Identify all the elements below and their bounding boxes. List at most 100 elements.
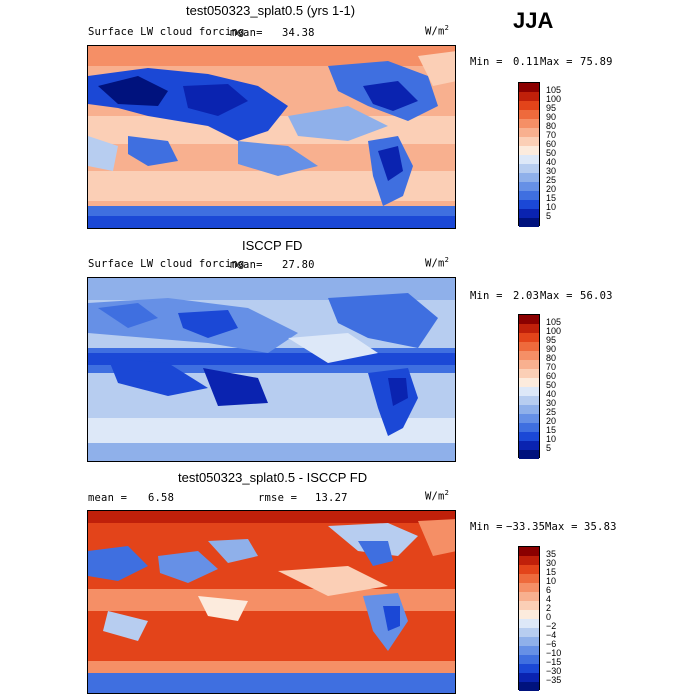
colorbar-segment <box>519 92 539 101</box>
colorbar-segment <box>519 405 539 414</box>
panel2-mean-value: 27.80 <box>282 259 315 271</box>
colorbar-segment <box>519 378 539 387</box>
colorbar-tick-label: 0 <box>546 612 552 622</box>
panel1-mean-label: mean= <box>230 27 263 39</box>
panel1-units: W/m2 <box>425 24 449 38</box>
colorbar-tick-label: 10 <box>546 434 557 444</box>
panel1-colorbar <box>518 82 540 227</box>
colorbar-segment <box>519 342 539 351</box>
colorbar-tick-label: 80 <box>546 353 557 363</box>
panel3-map <box>87 510 456 694</box>
colorbar-tick-label: 50 <box>546 148 557 158</box>
panel2-title: ISCCP FD <box>242 238 303 253</box>
panel3-colorbar-labels: 35 30 15 10 6 4 2 0 −2 −4 −6 −10 −15 −30 −35 <box>546 546 576 690</box>
panel3-rmse-value: 13.27 <box>315 492 348 504</box>
colorbar-tick-label: 15 <box>546 193 557 203</box>
panel2-min-label: Min = <box>470 290 503 302</box>
colorbar-segment <box>519 637 539 646</box>
colorbar-segment <box>519 628 539 637</box>
panel1-mean-value: 34.38 <box>282 27 315 39</box>
colorbar-tick-label: 95 <box>546 335 557 345</box>
colorbar-tick-label: 40 <box>546 389 557 399</box>
panel3-colorbar <box>518 546 540 691</box>
colorbar-tick-label: 2 <box>546 603 552 613</box>
colorbar-segment <box>519 396 539 405</box>
panel1-min-value: 0.11 <box>513 56 540 68</box>
colorbar-segment <box>519 423 539 432</box>
panel1-max-value: 75.89 <box>580 56 613 68</box>
panel3-rmse-label: rmse = <box>258 492 298 504</box>
colorbar-segment <box>519 101 539 110</box>
colorbar-tick-label: 30 <box>546 558 557 568</box>
colorbar-segment <box>519 182 539 191</box>
colorbar-segment <box>519 119 539 128</box>
colorbar-segment <box>519 83 539 92</box>
colorbar-tick-label: 40 <box>546 157 557 167</box>
colorbar-segment <box>519 574 539 583</box>
panel3-mean-value: 6.58 <box>148 492 175 504</box>
panel2-mean-label: mean= <box>230 259 263 271</box>
colorbar-segment <box>519 646 539 655</box>
colorbar-tick-label: 80 <box>546 121 557 131</box>
colorbar-tick-label: 30 <box>546 166 557 176</box>
panel2-max-label: Max = <box>540 290 573 302</box>
panel3-mean-label: mean = <box>88 492 128 504</box>
colorbar-segment <box>519 137 539 146</box>
colorbar-tick-label: 105 <box>546 317 562 327</box>
colorbar-tick-label: 35 <box>546 549 557 559</box>
colorbar-tick-label: 4 <box>546 594 552 604</box>
colorbar-tick-label: −4 <box>546 630 557 640</box>
colorbar-segment <box>519 128 539 137</box>
colorbar-tick-label: −2 <box>546 621 557 631</box>
colorbar-tick-label: 60 <box>546 371 557 381</box>
colorbar-segment <box>519 655 539 664</box>
panel2-colorbar <box>518 314 540 459</box>
colorbar-segment <box>519 218 539 227</box>
panel2-min-value: 2.03 <box>513 290 540 302</box>
panel3-min-value: −33.35 <box>506 521 546 533</box>
colorbar-segment <box>519 146 539 155</box>
panel2-colorbar-labels: 105 100 95 90 80 70 60 50 40 30 25 20 15 10 5 <box>546 314 576 458</box>
colorbar-tick-label: −35 <box>546 675 562 685</box>
colorbar-segment <box>519 155 539 164</box>
colorbar-segment <box>519 414 539 423</box>
colorbar-segment <box>519 360 539 369</box>
colorbar-tick-label: 100 <box>546 326 562 336</box>
colorbar-segment <box>519 110 539 119</box>
colorbar-segment <box>519 619 539 628</box>
colorbar-segment <box>519 673 539 682</box>
colorbar-tick-label: 30 <box>546 398 557 408</box>
colorbar-tick-label: 90 <box>546 112 557 122</box>
season-label: JJA <box>513 8 554 33</box>
colorbar-segment <box>519 664 539 673</box>
colorbar-tick-label: 20 <box>546 184 557 194</box>
colorbar-tick-label: 70 <box>546 130 557 140</box>
colorbar-tick-label: 10 <box>546 576 557 586</box>
colorbar-segment <box>519 387 539 396</box>
colorbar-segment <box>519 565 539 574</box>
colorbar-tick-label: 20 <box>546 416 557 426</box>
colorbar-tick-label: 25 <box>546 407 557 417</box>
colorbar-segment <box>519 556 539 565</box>
panel1-title: test050323_splat0.5 (yrs 1-1) <box>186 3 356 18</box>
colorbar-segment <box>519 441 539 450</box>
colorbar-segment <box>519 351 539 360</box>
colorbar-segment <box>519 592 539 601</box>
colorbar-tick-label: −30 <box>546 666 562 676</box>
colorbar-segment <box>519 450 539 459</box>
colorbar-tick-label: 5 <box>546 443 552 453</box>
colorbar-tick-label: 5 <box>546 211 552 221</box>
panel2-units: W/m2 <box>425 256 449 270</box>
colorbar-segment <box>519 315 539 324</box>
panel1-max-label: Max = <box>540 56 573 68</box>
colorbar-segment <box>519 333 539 342</box>
panel3-units: W/m2 <box>425 489 449 503</box>
panel3-max-value: 35.83 <box>584 521 617 533</box>
panel3-min-label: Min = <box>470 521 503 533</box>
colorbar-segment <box>519 369 539 378</box>
panel2-max-value: 56.03 <box>580 290 613 302</box>
colorbar-tick-label: 105 <box>546 85 562 95</box>
colorbar-segment <box>519 682 539 691</box>
colorbar-tick-label: 60 <box>546 139 557 149</box>
panel3-max-label: Max = <box>545 521 578 533</box>
